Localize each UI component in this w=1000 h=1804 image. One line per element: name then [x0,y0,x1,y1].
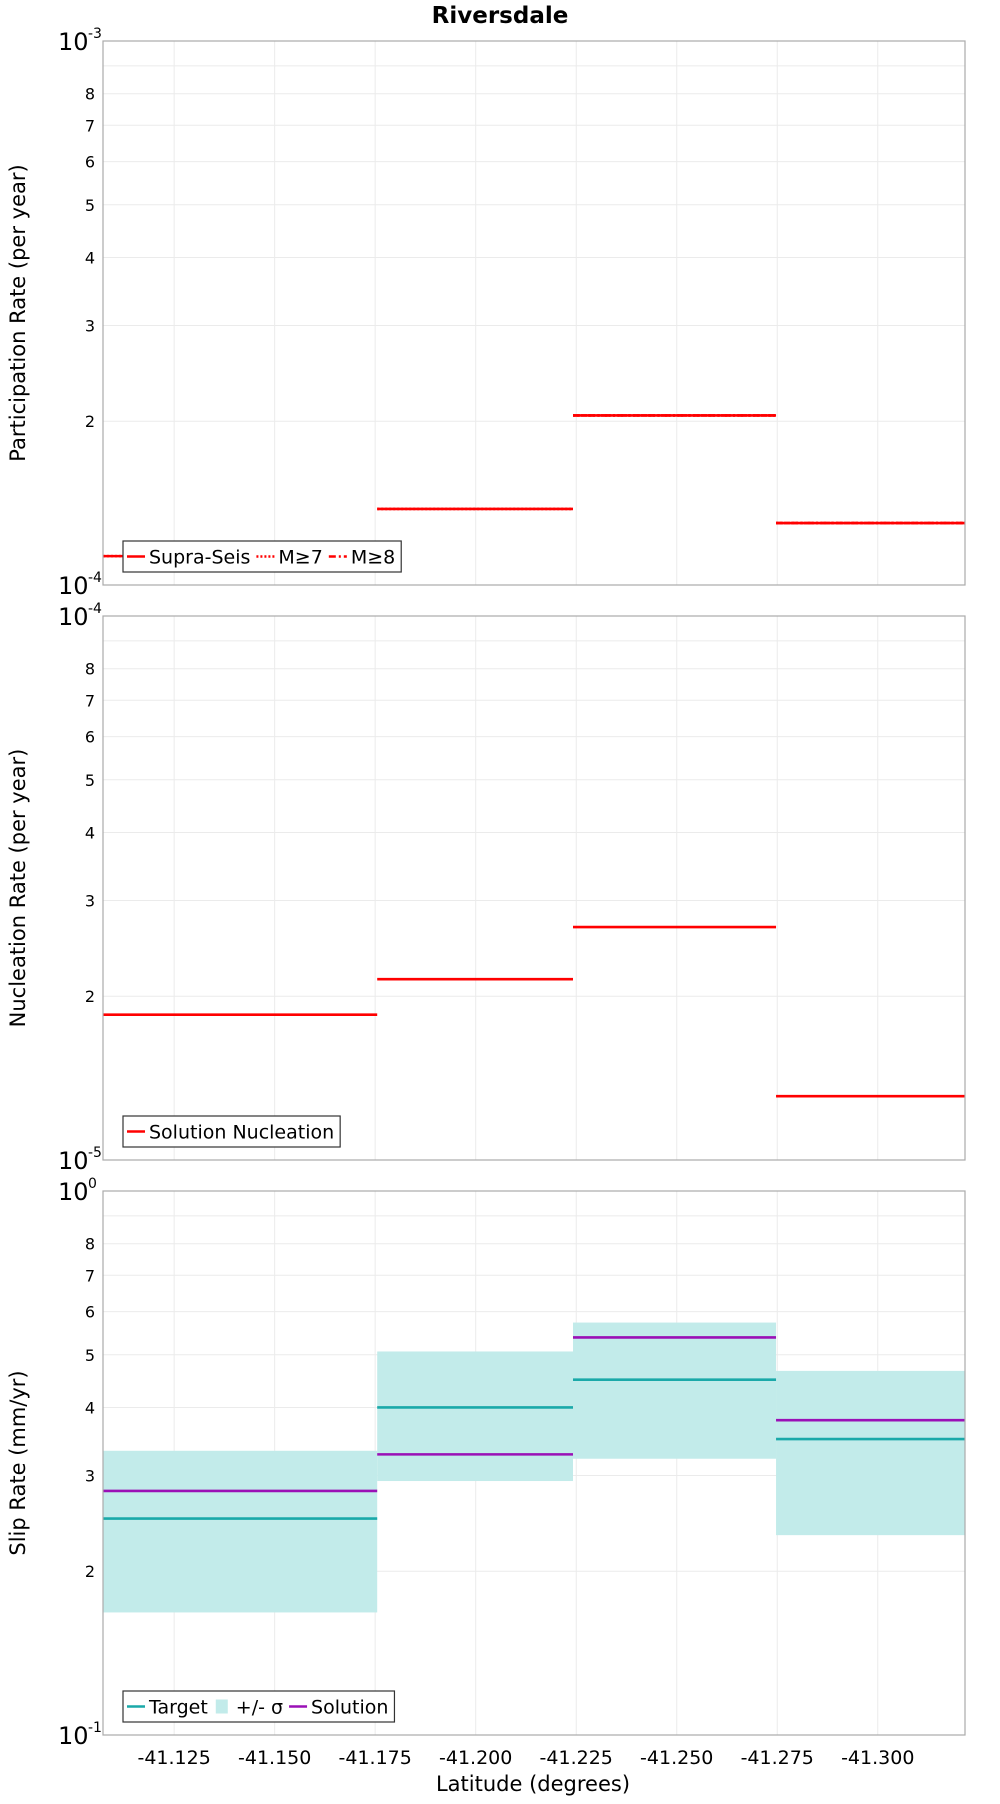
y-major-tick-exponent: -3 [88,26,102,42]
y-minor-tick-label: 8 [85,1235,95,1254]
y-minor-tick-label: 4 [85,248,95,267]
legend-label: Solution [311,1697,388,1719]
chart-title: Riversdale [432,3,569,29]
sigma-band [377,1351,573,1482]
y-minor-tick-label: 8 [85,660,95,679]
y-minor-tick-label: 4 [85,823,95,842]
y-major-tick-label: 10 [58,572,89,600]
x-tick-label: -41.175 [339,1747,412,1769]
y-minor-tick-label: 4 [85,1398,95,1417]
y-major-tick-label: 10 [58,1147,89,1175]
legend: Target +/- σ Solution [122,1690,396,1723]
legend-label: Solution Nucleation [149,1122,334,1144]
y-major-tick-label: 10 [58,1722,89,1750]
sigma-band [103,1450,378,1613]
y-minor-tick-label: 2 [85,412,95,431]
legend: Supra-Seis M≥7 M≥8 [122,540,402,573]
plot-area [103,41,965,585]
y-minor-tick-label: 5 [85,196,95,215]
x-tick-label: -41.250 [640,1747,713,1769]
y-minor-tick-label: 7 [85,691,95,710]
x-tick-label: -41.125 [137,1747,210,1769]
legend-label: Target [148,1697,208,1719]
x-tick-label: -41.200 [439,1747,512,1769]
y-major-tick-exponent: 0 [88,1176,97,1192]
legend-label: +/- σ [236,1697,283,1719]
y-axis-title: Nucleation Rate (per year) [6,749,30,1028]
y-major-tick-exponent: -5 [88,1145,102,1161]
x-tick-label: -41.225 [540,1747,613,1769]
plot-border [102,1190,966,1736]
y-axis-title: Participation Rate (per year) [6,164,30,461]
y-major-tick-exponent: -4 [88,601,102,617]
y-minor-tick-label: 2 [85,1562,95,1581]
y-minor-tick-label: 8 [85,85,95,104]
legend-box [122,1115,341,1148]
sigma-band [776,1370,965,1536]
plot-area [103,616,965,1160]
legend-box [122,1690,396,1723]
sigma-band [572,1322,777,1459]
x-axis-title: Latitude (degrees) [436,1772,630,1796]
plot-border [102,615,966,1161]
y-minor-tick-label: 5 [85,771,95,790]
y-minor-tick-label: 7 [85,116,95,135]
x-tick-label: -41.275 [741,1747,814,1769]
y-minor-tick-label: 6 [85,153,95,172]
y-major-tick-label: 10 [58,1178,89,1206]
y-axis-title: Slip Rate (mm/yr) [6,1370,30,1555]
y-major-tick-exponent: -4 [88,570,102,586]
y-major-tick-label: 10 [58,603,89,631]
legend-label: Supra-Seis [149,547,250,569]
y-minor-tick-label: 3 [85,891,95,910]
y-minor-tick-label: 3 [85,316,95,335]
legend: Solution Nucleation [122,1115,341,1148]
y-major-tick-exponent: -1 [88,1720,102,1736]
y-major-tick-label: 10 [58,28,89,56]
x-tick-label: -41.150 [238,1747,311,1769]
legend-swatch [215,1699,228,1714]
y-minor-tick-label: 7 [85,1266,95,1285]
plot-border [102,40,966,586]
y-minor-tick-label: 6 [85,1303,95,1322]
y-minor-tick-label: 5 [85,1346,95,1365]
legend-label: M≥8 [351,547,395,569]
x-tick-label: -41.300 [841,1747,914,1769]
y-minor-tick-label: 2 [85,987,95,1006]
y-minor-tick-label: 6 [85,728,95,747]
legend-label: M≥7 [278,547,322,569]
y-minor-tick-label: 3 [85,1466,95,1485]
